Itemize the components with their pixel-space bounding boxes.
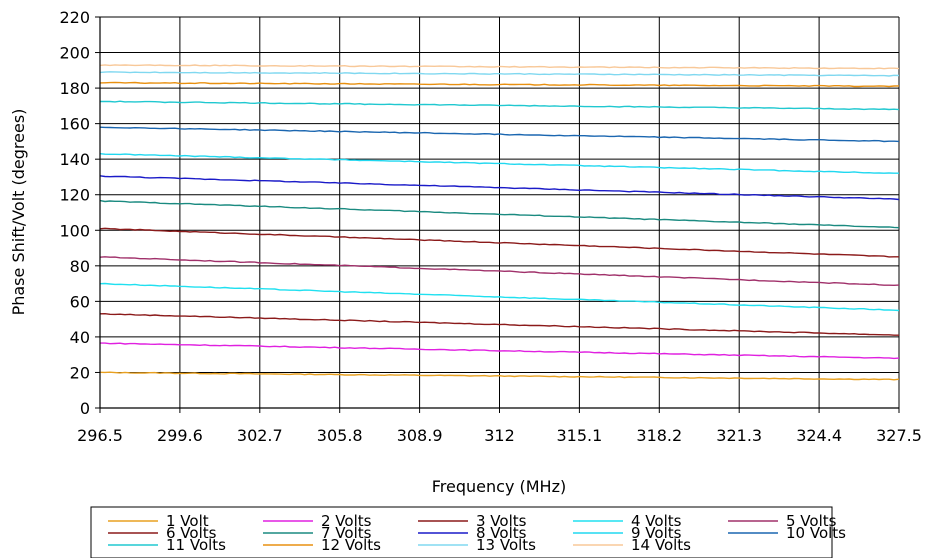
x-axis-title: Frequency (MHz)	[432, 477, 566, 496]
legend-label: 3 Volts	[476, 512, 527, 530]
series-line	[99, 126, 900, 143]
x-tick-label: 324.4	[796, 426, 842, 445]
y-tick-label: 40	[70, 328, 90, 347]
x-tick-label: 296.5	[77, 426, 123, 445]
series-line	[99, 227, 899, 258]
y-tick-label: 180	[59, 79, 90, 98]
legend-label: 9 Volts	[631, 524, 682, 542]
x-tick-label: 315.1	[556, 426, 602, 445]
y-tick-labels: 0 20 40 60 80 100 120 140 160 180 200 220	[59, 8, 90, 418]
y-tick-label: 80	[70, 257, 90, 276]
axes	[95, 16, 900, 413]
y-tick-label: 100	[59, 221, 90, 240]
legend-label: 4 Volts	[631, 512, 682, 530]
series-line	[99, 371, 900, 381]
y-tick-label: 0	[80, 399, 90, 418]
y-tick-label: 140	[59, 150, 90, 169]
series-line	[99, 64, 900, 70]
y-tick-label: 20	[70, 363, 90, 382]
y-tick-label: 160	[59, 115, 90, 134]
legend-label: 1 Volt	[166, 512, 209, 530]
y-tick-label: 220	[59, 8, 90, 27]
legend-label: 13 Volts	[476, 536, 536, 554]
series-line	[99, 256, 900, 287]
series-line	[99, 175, 900, 201]
legend-label: 10 Volts	[786, 524, 846, 542]
legend-label: 5 Volts	[786, 512, 837, 530]
x-tick-label: 312	[484, 426, 515, 445]
series-line	[99, 312, 899, 336]
legend-label: 14 Volts	[631, 536, 691, 554]
grid	[100, 16, 900, 408]
series-line	[99, 153, 899, 174]
series-line	[100, 342, 900, 360]
series-lines	[99, 64, 900, 381]
legend-label: 2 Volts	[321, 512, 372, 530]
legend-label: 8 Volts	[476, 524, 527, 542]
series-line	[100, 100, 900, 111]
legend-label: 12 Volts	[321, 536, 381, 554]
legend-label: 6 Volts	[166, 524, 217, 542]
series-line	[99, 282, 900, 312]
x-tick-labels: 296.5 299.6 302.7 305.8 308.9 312 315.1 318.2 32…	[77, 426, 922, 445]
series-line	[99, 199, 900, 229]
x-tick-label: 305.8	[317, 426, 363, 445]
legend-label: 11 Volts	[166, 536, 226, 554]
y-tick-label: 200	[59, 44, 90, 63]
x-tick-label: 327.5	[876, 426, 922, 445]
legend: 1 Volt 2 Volts 3 Volts 4 Volts 5 Volts 6 Volt…	[90, 506, 846, 558]
x-tick-label: 318.2	[636, 426, 682, 445]
y-tick-label: 120	[59, 186, 90, 205]
series-line	[99, 81, 900, 88]
series-line	[99, 71, 900, 77]
x-tick-label: 302.7	[237, 426, 283, 445]
x-tick-label: 308.9	[397, 426, 443, 445]
y-axis-title: Phase Shift/Volt (degrees)	[9, 109, 28, 316]
y-tick-label: 60	[70, 292, 90, 311]
x-tick-label: 299.6	[157, 426, 203, 445]
x-tick-label: 321.3	[716, 426, 762, 445]
legend-label: 7 Volts	[321, 524, 372, 542]
